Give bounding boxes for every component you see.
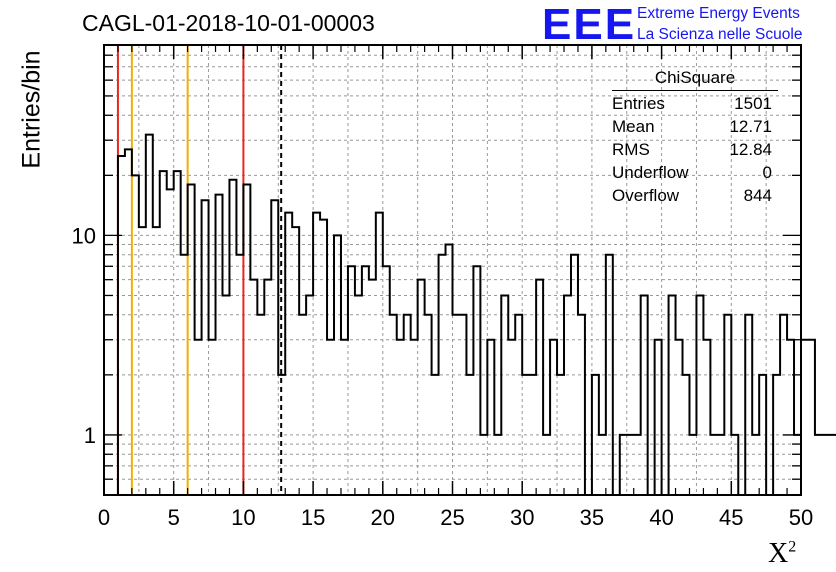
x-tick-label: 45	[719, 505, 743, 530]
x-axis-label: X2	[768, 538, 797, 569]
y-tick-label: 10	[72, 223, 96, 248]
axes-ticks: 0 5 10 15 20 25 30 35 40 45 50 1 10	[72, 44, 813, 530]
x-tick-label: 20	[371, 505, 395, 530]
stats-value: 1501	[734, 94, 772, 113]
x-tick-label: 0	[98, 505, 110, 530]
stats-label: RMS	[612, 140, 650, 159]
reference-lines	[116, 45, 283, 495]
stats-row: RMS 12.84	[612, 138, 778, 161]
x-tick-label: 25	[440, 505, 464, 530]
x-tick-label: 50	[789, 505, 813, 530]
stats-value: 12.84	[729, 140, 772, 159]
stats-row: Entries 1501	[612, 92, 778, 115]
stats-title: ChiSquare	[612, 68, 778, 91]
chart-title: CAGL-01-2018-10-01-00003	[82, 10, 375, 36]
x-tick-label: 15	[301, 505, 325, 530]
eee-logo: EEE	[542, 0, 637, 49]
stats-label: Underflow	[612, 163, 689, 182]
stats-row: Mean 12.71	[612, 115, 778, 138]
histogram-outline	[104, 133, 836, 496]
stats-label: Entries	[612, 94, 665, 113]
x-tick-label: 5	[168, 505, 180, 530]
stats-value: 12.71	[729, 117, 772, 136]
stats-label: Mean	[612, 117, 655, 136]
x-tick-label: 10	[231, 505, 255, 530]
stats-label: Overflow	[612, 186, 680, 205]
brand-line-1: Extreme Energy Events	[637, 5, 800, 22]
stats-value: 844	[743, 186, 772, 205]
x-tick-label: 30	[510, 505, 534, 530]
x-tick-label: 35	[580, 505, 604, 530]
stats-row: Underflow 0	[612, 161, 778, 184]
y-tick-label: 1	[84, 423, 96, 448]
stats-box: ChiSquare Entries 1501 Mean 12.71 RMS 12.84 Un…	[612, 68, 778, 207]
stats-value: 0	[762, 163, 772, 182]
stats-row: Overflow 844	[612, 184, 778, 207]
x-tick-label: 40	[649, 505, 673, 530]
brand-line-2: La Scienza nelle Scuole	[637, 26, 803, 43]
